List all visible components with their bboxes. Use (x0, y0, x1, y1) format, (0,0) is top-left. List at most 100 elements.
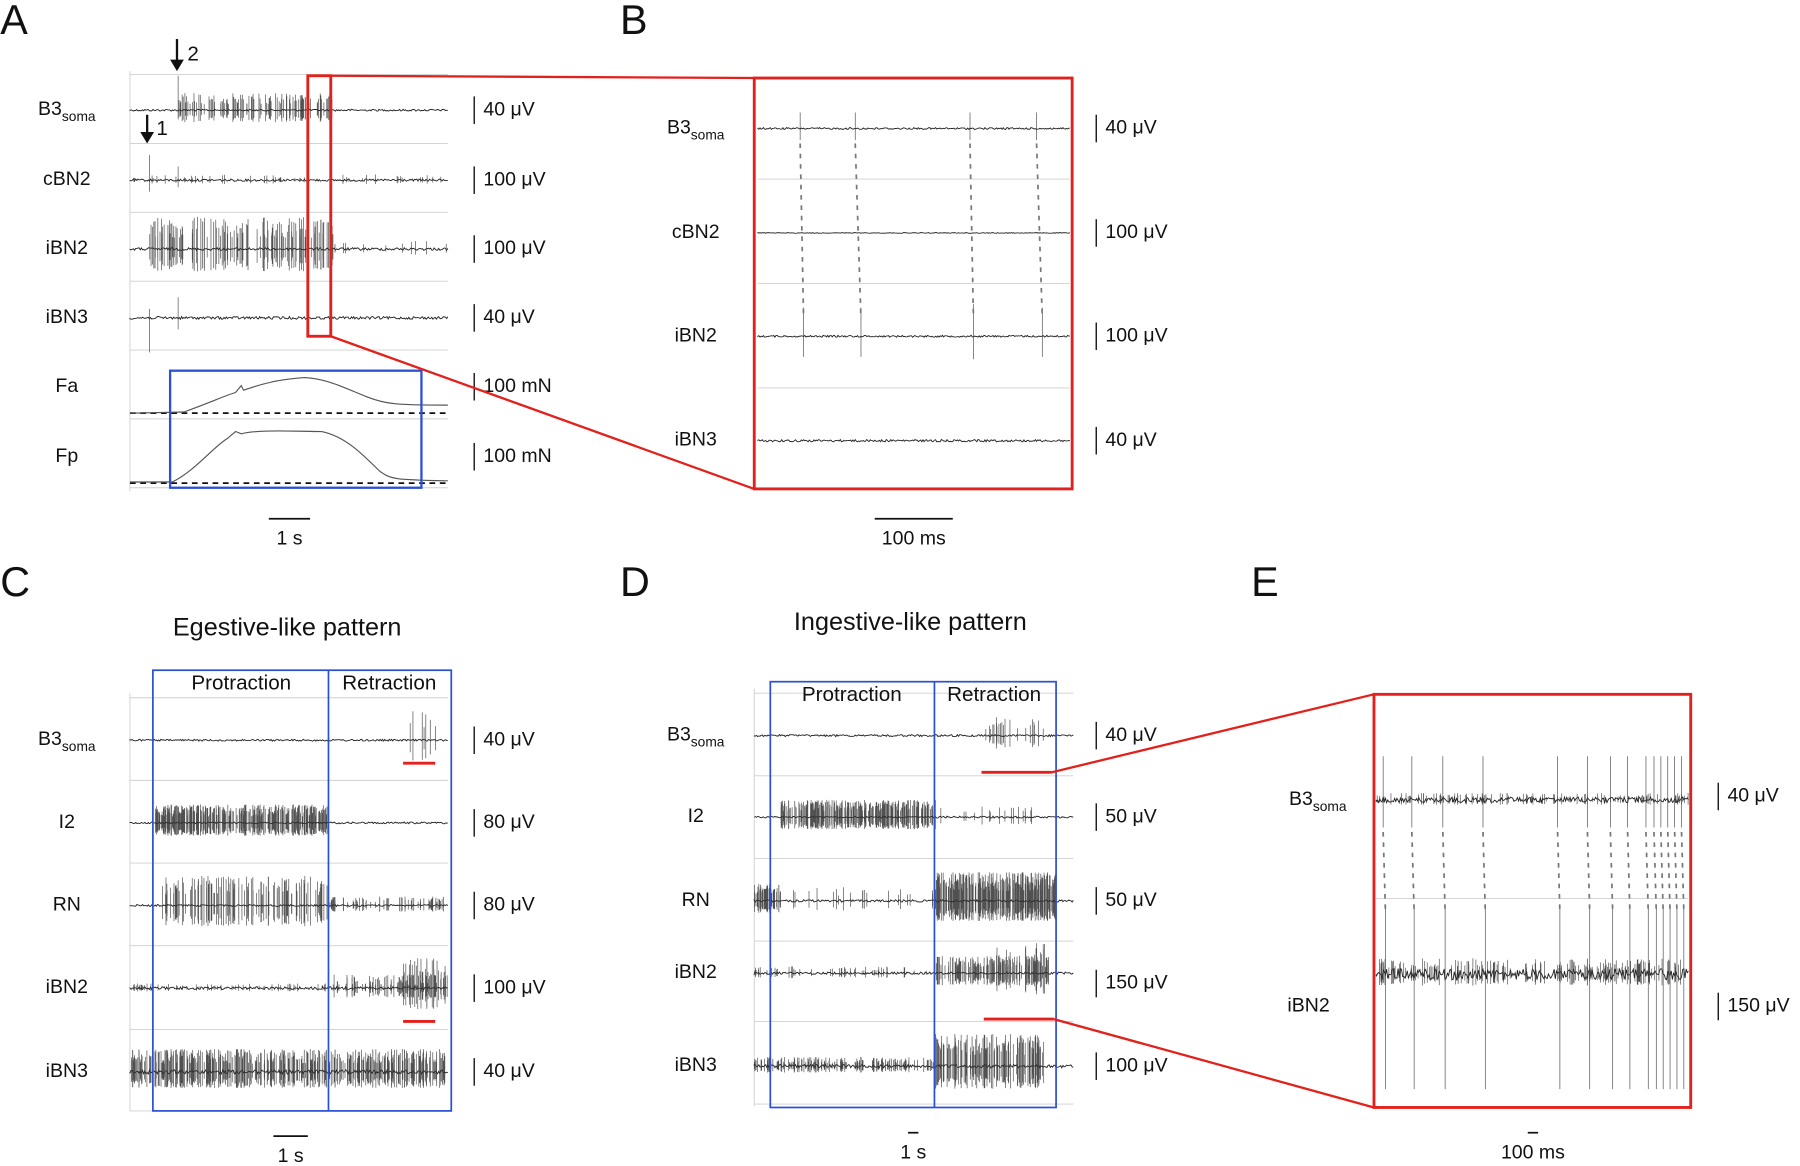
channel-label: B3soma (38, 728, 96, 753)
frame (1372, 692, 1693, 1109)
scale-label: 40 μV (483, 306, 534, 328)
panel-letter: B (620, 0, 648, 43)
trace-spikes (985, 717, 1044, 749)
scale-label: 40 μV (483, 728, 534, 750)
trace-spikes (1376, 756, 1689, 828)
line (1441, 832, 1446, 913)
phase-label: Retraction (947, 683, 1041, 706)
scale-label: 80 μV (483, 894, 534, 916)
trace-baseline (757, 126, 1070, 131)
scale-label: 100 μV (1105, 221, 1167, 243)
scale-label: 100 μV (483, 168, 545, 190)
channel-name: iBN3 (675, 429, 717, 451)
channel-name: Fa (55, 375, 78, 397)
channel-name: B3 (667, 117, 691, 139)
panel-letter: E (1251, 559, 1279, 605)
time-label: 1 s (278, 1145, 304, 1166)
channel-name: I2 (688, 805, 704, 827)
channel-name: Fp (55, 445, 78, 467)
line (1586, 832, 1591, 913)
trace-spikes (754, 872, 1057, 921)
line (1053, 1017, 1375, 1109)
scale-label: 100 μV (483, 976, 545, 998)
channel-name: cBN2 (43, 168, 91, 190)
trace-spikes (162, 875, 444, 927)
channel-label: Fa (55, 375, 78, 397)
channel-name: iBN2 (46, 976, 88, 998)
line (330, 335, 755, 490)
frame (306, 74, 333, 338)
frame (769, 680, 1057, 1109)
scale-label: 100 μV (1105, 324, 1167, 346)
phase-label: Protraction (802, 683, 902, 706)
channel-name: iBN3 (46, 1060, 88, 1082)
scale-label: 150 μV (1727, 995, 1789, 1017)
line (1626, 832, 1631, 913)
trace-baseline (757, 334, 1070, 338)
panel-letter: C (0, 559, 30, 605)
phase-label: Protraction (191, 671, 291, 694)
channel-label: iBN2 (1287, 995, 1329, 1017)
channel-subscript: soma (691, 127, 725, 142)
force-trace (129, 430, 448, 483)
scale-label: 40 μV (483, 98, 534, 120)
panel-title: Egestive-like pattern (173, 614, 402, 642)
scale-label: 50 μV (1105, 805, 1156, 827)
channel-name: iBN3 (675, 1054, 717, 1076)
trace-spikes (155, 804, 328, 836)
channel-label: B3soma (1289, 788, 1347, 813)
line (330, 74, 755, 80)
trace-spikes (803, 304, 1043, 360)
line (1653, 832, 1658, 913)
scale-label: 40 μV (1105, 429, 1156, 451)
trace-spikes (133, 154, 442, 192)
frame (752, 76, 1074, 491)
scale-label: 100 μV (483, 237, 545, 259)
channel-subscript: soma (62, 109, 96, 124)
channel-name: B3 (38, 98, 62, 120)
channel-name: iBN2 (675, 961, 717, 983)
scale-label: 40 μV (1105, 724, 1156, 746)
scale-label: 40 μV (483, 1060, 534, 1082)
channel-name: cBN2 (672, 221, 720, 243)
channel-label: B3soma (667, 117, 725, 142)
scale-label: 50 μV (1105, 889, 1156, 911)
line (854, 143, 862, 320)
panel-title: Ingestive-like pattern (794, 608, 1027, 636)
channel-label: I2 (59, 811, 75, 833)
scale-label: 100 mN (483, 445, 551, 467)
line (1660, 832, 1665, 913)
channel-name: B3 (667, 724, 691, 746)
channel-label: RN (682, 889, 710, 911)
time-label: 100 ms (882, 528, 946, 550)
trace-spikes (149, 217, 447, 272)
channel-name: B3 (1289, 788, 1313, 810)
line (1673, 832, 1678, 913)
channel-label: iBN3 (46, 306, 88, 328)
channel-label: iBN3 (46, 1060, 88, 1082)
arrow-label: 2 (187, 43, 198, 66)
trace-baseline (757, 232, 1071, 234)
trace-spikes (149, 297, 179, 353)
channel-label: iBN2 (46, 976, 88, 998)
trace-baseline (753, 733, 1074, 738)
line (1051, 693, 1375, 774)
channel-label: iBN2 (675, 324, 717, 346)
trace-spikes (754, 1034, 1045, 1089)
channel-name: RN (682, 889, 710, 911)
channel-label: RN (53, 894, 81, 916)
line (1410, 832, 1416, 913)
channel-label: iBN3 (675, 1054, 717, 1076)
channel-label: cBN2 (43, 168, 91, 190)
frame (152, 669, 453, 1112)
channel-name: iBN2 (675, 324, 717, 346)
channel-label: cBN2 (672, 221, 720, 243)
trace-baseline (757, 438, 1070, 443)
time-label: 1 s (276, 528, 302, 550)
arrowhead (170, 59, 184, 72)
trace-spikes (133, 958, 448, 1010)
channel-label: iBN2 (46, 237, 88, 259)
scale-label: 40 μV (1105, 117, 1156, 139)
line (1680, 832, 1685, 913)
